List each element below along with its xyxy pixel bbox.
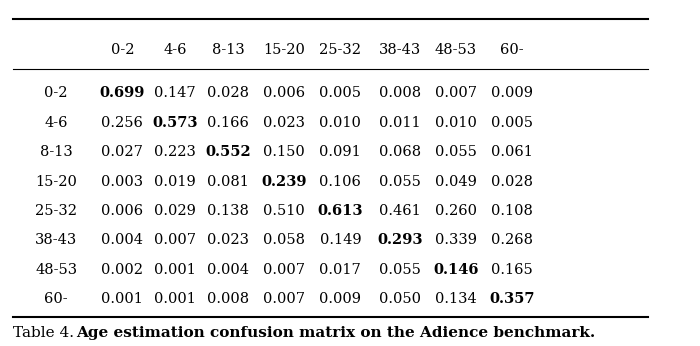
Text: 0.006: 0.006	[102, 204, 144, 218]
Text: 0.239: 0.239	[261, 175, 307, 189]
Text: Table 4.: Table 4.	[13, 326, 74, 340]
Text: 0.150: 0.150	[263, 145, 305, 159]
Text: 0.061: 0.061	[491, 145, 533, 159]
Text: 60-: 60-	[44, 292, 68, 306]
Text: 8-13: 8-13	[40, 145, 73, 159]
Text: 0.005: 0.005	[319, 86, 361, 100]
Text: 0.147: 0.147	[154, 86, 196, 100]
Text: 0.029: 0.029	[154, 204, 196, 218]
Text: 25-32: 25-32	[319, 43, 361, 57]
Text: 0.068: 0.068	[379, 145, 421, 159]
Text: 0.165: 0.165	[491, 263, 533, 277]
Text: 0.260: 0.260	[435, 204, 477, 218]
Text: 0.106: 0.106	[319, 175, 361, 189]
Text: 0.055: 0.055	[435, 145, 477, 159]
Text: 0.166: 0.166	[207, 116, 249, 130]
Text: 0.613: 0.613	[318, 204, 363, 218]
Text: 48-53: 48-53	[35, 263, 77, 277]
Text: 0.055: 0.055	[379, 263, 421, 277]
Text: 0.007: 0.007	[263, 263, 305, 277]
Text: 0.007: 0.007	[435, 86, 477, 100]
Text: 0.027: 0.027	[102, 145, 144, 159]
Text: 4-6: 4-6	[44, 116, 68, 130]
Text: 0.009: 0.009	[319, 292, 361, 306]
Text: 0.023: 0.023	[207, 234, 249, 247]
Text: 0.011: 0.011	[379, 116, 421, 130]
Text: 0-2: 0-2	[111, 43, 134, 57]
Text: 0.050: 0.050	[379, 292, 421, 306]
Text: 0.339: 0.339	[435, 234, 477, 247]
Text: 0.138: 0.138	[207, 204, 249, 218]
Text: 0.001: 0.001	[154, 292, 196, 306]
Text: Age estimation confusion matrix on the Adience benchmark.: Age estimation confusion matrix on the A…	[76, 326, 595, 340]
Text: 8-13: 8-13	[211, 43, 244, 57]
Text: 0.005: 0.005	[491, 116, 533, 130]
Text: 38-43: 38-43	[35, 234, 77, 247]
Text: 0.134: 0.134	[435, 292, 477, 306]
Text: 4-6: 4-6	[163, 43, 187, 57]
Text: 0.007: 0.007	[154, 234, 196, 247]
Text: 0.019: 0.019	[154, 175, 196, 189]
Text: 0.699: 0.699	[99, 86, 145, 100]
Text: 0.223: 0.223	[154, 145, 196, 159]
Text: 0.055: 0.055	[379, 175, 421, 189]
Text: 0.573: 0.573	[153, 116, 198, 130]
Text: 0.461: 0.461	[379, 204, 421, 218]
Text: 0.028: 0.028	[207, 86, 249, 100]
Text: 0.108: 0.108	[491, 204, 533, 218]
Text: 0.003: 0.003	[102, 175, 144, 189]
Text: 0.146: 0.146	[433, 263, 479, 277]
Text: 48-53: 48-53	[435, 43, 477, 57]
Text: 0.149: 0.149	[319, 234, 361, 247]
Text: 15-20: 15-20	[35, 175, 77, 189]
Text: 0.293: 0.293	[377, 234, 423, 247]
Text: 0.007: 0.007	[263, 292, 305, 306]
Text: 0.058: 0.058	[263, 234, 305, 247]
Text: 0.268: 0.268	[491, 234, 533, 247]
Text: 15-20: 15-20	[263, 43, 305, 57]
Text: 0.091: 0.091	[319, 145, 361, 159]
Text: 0.081: 0.081	[207, 175, 249, 189]
Text: 0.010: 0.010	[435, 116, 477, 130]
Text: 25-32: 25-32	[35, 204, 77, 218]
Text: 0.006: 0.006	[263, 86, 305, 100]
Text: 0.008: 0.008	[379, 86, 421, 100]
Text: 0.510: 0.510	[263, 204, 305, 218]
Text: 0.010: 0.010	[319, 116, 361, 130]
Text: 0.023: 0.023	[263, 116, 305, 130]
Text: 38-43: 38-43	[379, 43, 421, 57]
Text: 0.357: 0.357	[489, 292, 535, 306]
Text: 0.001: 0.001	[102, 292, 144, 306]
Text: 0.552: 0.552	[205, 145, 251, 159]
Text: 0.002: 0.002	[102, 263, 144, 277]
Text: 0.004: 0.004	[102, 234, 144, 247]
Text: 0.009: 0.009	[491, 86, 533, 100]
Text: 0.008: 0.008	[207, 292, 249, 306]
Text: 0.004: 0.004	[207, 263, 249, 277]
Text: 60-: 60-	[500, 43, 524, 57]
Text: 0.017: 0.017	[319, 263, 361, 277]
Text: 0.049: 0.049	[435, 175, 477, 189]
Text: 0.028: 0.028	[491, 175, 533, 189]
Text: 0-2: 0-2	[44, 86, 68, 100]
Text: 0.256: 0.256	[102, 116, 144, 130]
Text: 0.001: 0.001	[154, 263, 196, 277]
